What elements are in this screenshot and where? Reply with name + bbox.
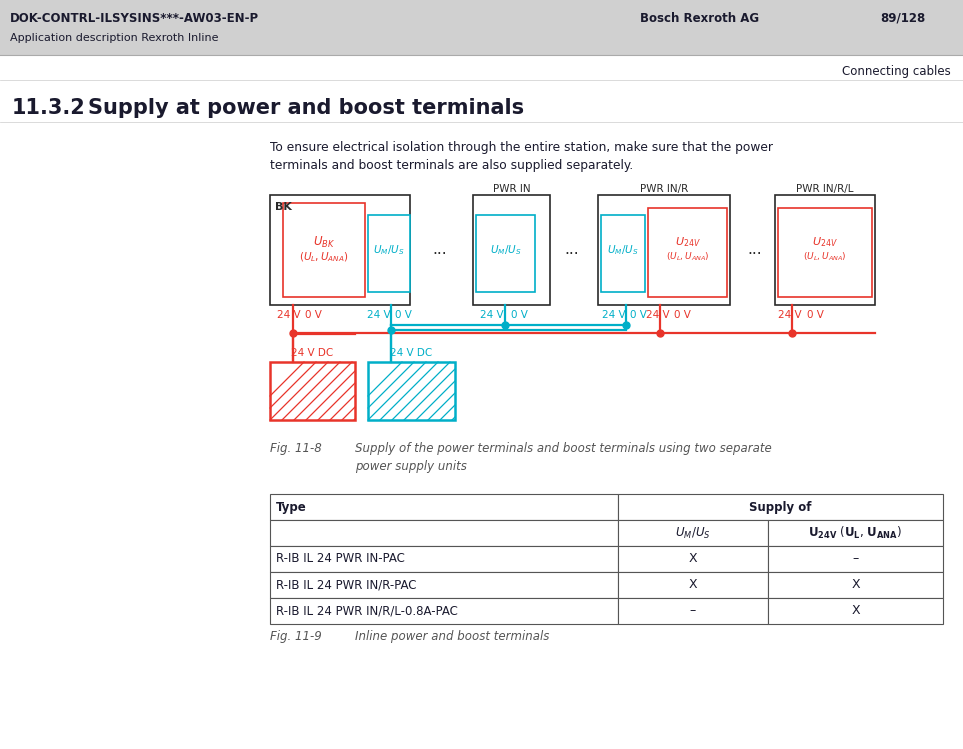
- Text: 24 V DC: 24 V DC: [390, 348, 432, 358]
- Bar: [368, 215, 410, 292]
- Text: 0 V: 0 V: [304, 310, 322, 320]
- Text: 24 V: 24 V: [481, 310, 504, 320]
- Bar: [270, 520, 618, 546]
- Text: $U_{24V}$: $U_{24V}$: [812, 235, 838, 249]
- Text: Application description Rexroth Inline: Application description Rexroth Inline: [10, 33, 219, 43]
- Text: $U_M/U_S$: $U_M/U_S$: [675, 526, 711, 541]
- Text: ...: ...: [564, 243, 580, 258]
- Bar: [473, 195, 550, 305]
- Text: X: X: [851, 604, 860, 617]
- Text: R-IB IL 24 PWR IN/R/L-0.8A-PAC: R-IB IL 24 PWR IN/R/L-0.8A-PAC: [276, 604, 457, 617]
- Bar: [768, 546, 943, 572]
- Bar: [618, 546, 768, 572]
- Text: Fig. 11-9: Fig. 11-9: [270, 630, 322, 643]
- Text: X: X: [689, 578, 697, 592]
- Text: terminals and boost terminals are also supplied separately.: terminals and boost terminals are also s…: [270, 159, 634, 172]
- Text: Supply of the power terminals and boost terminals using two separate
power suppl: Supply of the power terminals and boost …: [355, 442, 771, 473]
- Text: Supply at power and boost terminals: Supply at power and boost terminals: [88, 98, 524, 118]
- Text: 24 V: 24 V: [646, 310, 670, 320]
- Text: X: X: [851, 578, 860, 592]
- Bar: [768, 572, 943, 598]
- Text: Inline power and boost terminals: Inline power and boost terminals: [355, 630, 549, 643]
- Bar: [476, 215, 535, 292]
- Bar: [598, 195, 730, 305]
- Text: $U_M/U_S$: $U_M/U_S$: [608, 243, 638, 257]
- Bar: [601, 215, 645, 292]
- Text: ...: ...: [747, 243, 763, 258]
- Text: 24 V DC: 24 V DC: [292, 348, 333, 358]
- Bar: [618, 520, 768, 546]
- Text: –: –: [852, 553, 859, 565]
- Text: $U_{BK}$: $U_{BK}$: [313, 234, 335, 249]
- Bar: [0, 0, 963, 55]
- Text: R-IB IL 24 PWR IN/R-PAC: R-IB IL 24 PWR IN/R-PAC: [276, 578, 417, 592]
- Text: $\mathbf{U_{24V}}$ ($\mathbf{U_L}$, $\mathbf{U_{ANA}}$): $\mathbf{U_{24V}}$ ($\mathbf{U_L}$, $\ma…: [809, 525, 902, 541]
- Text: $(U_L, U_{ANA})$: $(U_L, U_{ANA})$: [665, 251, 709, 263]
- Bar: [283, 203, 365, 297]
- Text: $U_M/U_S$: $U_M/U_S$: [374, 243, 404, 257]
- Text: $U_{24V}$: $U_{24V}$: [675, 235, 700, 249]
- Text: 24 V: 24 V: [602, 310, 626, 320]
- Text: R-IB IL 24 PWR IN-PAC: R-IB IL 24 PWR IN-PAC: [276, 553, 404, 565]
- Bar: [270, 572, 618, 598]
- Text: BK: BK: [275, 202, 292, 212]
- Text: 24 V: 24 V: [778, 310, 802, 320]
- Text: Fig. 11-8: Fig. 11-8: [270, 442, 322, 455]
- Text: 0 V: 0 V: [630, 310, 646, 320]
- Text: 0 V: 0 V: [807, 310, 823, 320]
- Bar: [270, 362, 355, 420]
- Bar: [648, 208, 727, 297]
- Text: $(U_L, U_{ANA})$: $(U_L, U_{ANA})$: [803, 251, 846, 263]
- Bar: [618, 598, 768, 624]
- Bar: [270, 598, 618, 624]
- Text: 11.3.2: 11.3.2: [12, 98, 86, 118]
- Bar: [768, 520, 943, 546]
- Text: 24 V: 24 V: [277, 310, 300, 320]
- Bar: [778, 208, 872, 297]
- Bar: [775, 195, 875, 305]
- Text: 24 V: 24 V: [367, 310, 391, 320]
- Bar: [368, 362, 455, 420]
- Bar: [270, 494, 618, 520]
- Text: To ensure electrical isolation through the entire station, make sure that the po: To ensure electrical isolation through t…: [270, 142, 773, 154]
- Text: Bosch Rexroth AG: Bosch Rexroth AG: [640, 11, 759, 25]
- Text: X: X: [689, 553, 697, 565]
- Text: ...: ...: [432, 243, 447, 258]
- Text: PWR IN/R: PWR IN/R: [639, 184, 689, 194]
- Text: PWR IN/R/L: PWR IN/R/L: [796, 184, 854, 194]
- Text: $(U_L, U_{ANA})$: $(U_L, U_{ANA})$: [299, 250, 349, 264]
- Text: Supply of: Supply of: [749, 500, 812, 514]
- Bar: [270, 195, 410, 305]
- Bar: [270, 546, 618, 572]
- Bar: [768, 598, 943, 624]
- Text: 0 V: 0 V: [510, 310, 528, 320]
- Text: DOK-CONTRL-ILSYSINS***-AW03-EN-P: DOK-CONTRL-ILSYSINS***-AW03-EN-P: [10, 11, 259, 25]
- Text: PWR IN: PWR IN: [493, 184, 531, 194]
- Text: Connecting cables: Connecting cables: [843, 65, 951, 79]
- Bar: [618, 572, 768, 598]
- Text: –: –: [690, 604, 696, 617]
- Bar: [618, 494, 943, 520]
- Text: Type: Type: [276, 500, 307, 514]
- Text: $U_M/U_S$: $U_M/U_S$: [490, 243, 521, 257]
- Text: 0 V: 0 V: [395, 310, 411, 320]
- Text: 89/128: 89/128: [880, 11, 925, 25]
- Text: 0 V: 0 V: [673, 310, 690, 320]
